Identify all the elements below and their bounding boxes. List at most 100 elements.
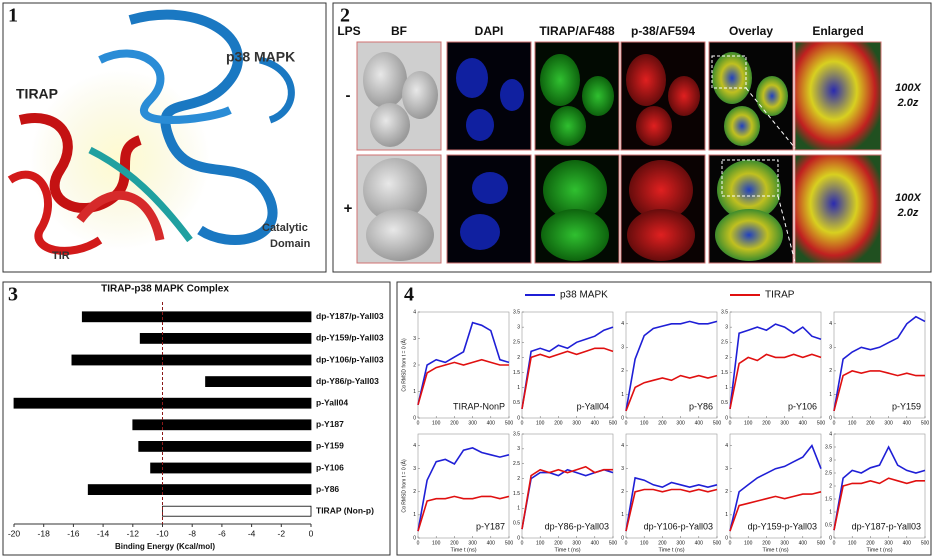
x-tick-label: 400 — [591, 540, 600, 546]
subplot-title: p-Y159 — [892, 401, 921, 411]
category-label: dp-Y86/p-Yall03 — [316, 376, 379, 386]
y-tick-label: 0.5 — [513, 520, 520, 526]
x-tick-label: 500 — [505, 420, 514, 426]
y-tick-label: 3.5 — [825, 444, 832, 450]
protein-label: Domain — [270, 238, 311, 250]
x-tick-label: 300 — [676, 540, 685, 546]
y-tick-label: 1 — [621, 512, 624, 518]
y-tick-label: 3 — [517, 446, 520, 452]
y-tick-label: 3.5 — [721, 309, 728, 315]
x-tick-label: 400 — [695, 420, 704, 426]
bar — [132, 419, 312, 431]
protein-structure — [7, 9, 295, 255]
protein-label: Catalytic — [262, 222, 308, 234]
x-tick-label: 0 — [833, 540, 836, 546]
x-tick-label: -14 — [97, 528, 110, 538]
x-tick-label: 300 — [676, 420, 685, 426]
x-tick-label: 300 — [468, 540, 477, 546]
x-tick-label: 0 — [417, 540, 420, 546]
y-tick-label: 3 — [829, 457, 832, 463]
x-tick-label: 200 — [554, 420, 563, 426]
rmsd-line — [417, 495, 510, 532]
y-tick-label: 3 — [725, 466, 728, 472]
panel-label: 3 — [8, 284, 18, 306]
x-tick-label: 100 — [432, 540, 441, 546]
x-tick-label: 100 — [536, 540, 545, 546]
magnification: 2.0z — [897, 97, 919, 109]
plot-frame — [521, 433, 614, 539]
x-tick-label: 500 — [817, 540, 826, 546]
x-tick-label: 400 — [799, 540, 808, 546]
bar — [138, 440, 312, 452]
y-tick-label: 4 — [621, 443, 624, 449]
x-axis-title: Time t (ns) — [658, 547, 684, 553]
magnification: 100X — [895, 192, 921, 204]
y-tick-label: 2 — [413, 489, 416, 495]
x-tick-label: -10 — [156, 528, 169, 538]
y-tick-label: 3 — [829, 345, 832, 351]
rmsd-line — [625, 374, 718, 412]
rmsd-line — [625, 488, 718, 532]
y-tick-label: 2.5 — [721, 340, 728, 346]
x-tick-label: 400 — [695, 540, 704, 546]
plot-frame — [729, 433, 822, 539]
rmsd-line — [833, 370, 925, 412]
y-tick-label: 1.5 — [721, 370, 728, 376]
x-tick-label: -8 — [188, 528, 196, 538]
legend-label: TIRAP — [765, 290, 795, 301]
column-header: BF — [391, 24, 407, 38]
x-tick-label: 400 — [799, 420, 808, 426]
subplot-title: p-Y86 — [689, 401, 713, 411]
y-tick-label: 2 — [517, 355, 520, 361]
x-tick-label: 200 — [658, 420, 667, 426]
y-tick-label: 4 — [621, 321, 624, 327]
rmsd-line — [625, 320, 718, 412]
rmsd-line — [729, 491, 822, 532]
x-tick-label: 500 — [609, 540, 618, 546]
y-tick-label: 0.5 — [825, 522, 832, 528]
y-tick-label: 3 — [725, 324, 728, 330]
y-tick-label: 0 — [829, 535, 832, 541]
bar — [87, 484, 312, 496]
y-tick-label: 0 — [621, 415, 624, 421]
y-tick-label: 0 — [517, 415, 520, 421]
x-tick-label: 200 — [762, 540, 771, 546]
x-tick-label: 300 — [572, 420, 581, 426]
y-tick-label: 3 — [621, 345, 624, 351]
subplot-title: dp-Y86-p-Yall03 — [545, 521, 609, 531]
y-tick-label: 2.5 — [513, 461, 520, 467]
x-tick-label: 100 — [432, 420, 441, 426]
x-tick-label: 200 — [866, 540, 875, 546]
y-tick-label: 3 — [517, 324, 520, 330]
y-tick-label: 0 — [517, 535, 520, 541]
rmsd-line — [417, 358, 509, 406]
y-tick-label: 3.5 — [513, 431, 520, 437]
bar — [81, 311, 312, 323]
y-tick-label: 4 — [413, 309, 416, 315]
x-tick-label: 500 — [505, 540, 514, 546]
column-header: TIRAP/AF488 — [539, 24, 615, 38]
x-tick-label: 500 — [921, 420, 930, 426]
bar — [162, 505, 312, 517]
y-tick-label: 2 — [725, 489, 728, 495]
x-tick-label: 100 — [640, 540, 649, 546]
rmsd-line — [833, 315, 926, 412]
x-tick-label: -20 — [8, 528, 21, 538]
y-tick-label: 2 — [517, 476, 520, 482]
x-tick-label: 400 — [487, 420, 496, 426]
y-tick-label: 2 — [621, 489, 624, 495]
y-tick-label: 2 — [829, 368, 832, 374]
rmsd-line — [417, 321, 510, 405]
y-tick-label: 0.5 — [721, 400, 728, 406]
panel-label: 2 — [340, 5, 350, 27]
plot-frame — [833, 311, 926, 419]
x-tick-label: -16 — [67, 528, 80, 538]
x-tick-label: 200 — [658, 540, 667, 546]
micrograph-grid — [356, 41, 882, 264]
bar — [205, 376, 312, 388]
y-tick-label: 4 — [829, 431, 832, 437]
y-tick-label: 2 — [725, 355, 728, 361]
x-tick-label: 100 — [640, 420, 649, 426]
